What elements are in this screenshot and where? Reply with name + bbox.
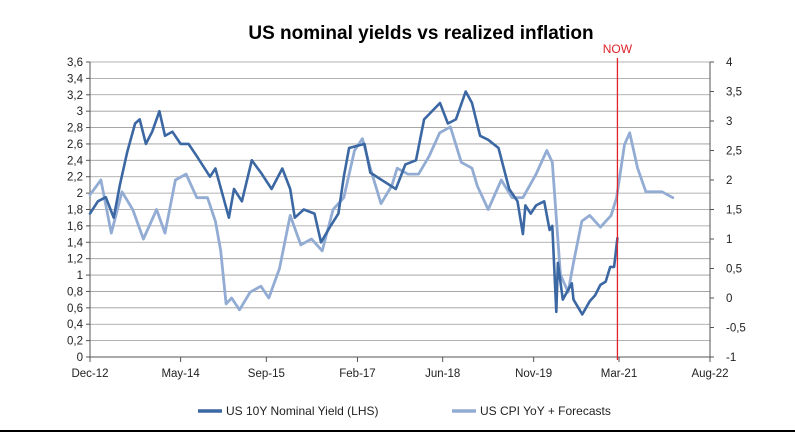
- x-tick-label: May-14: [161, 368, 200, 380]
- left-tick-label: 1: [77, 270, 83, 282]
- right-tick-label: 2: [726, 175, 732, 187]
- left-tick-label: 2,6: [67, 139, 83, 151]
- x-tick-label: Feb-17: [339, 368, 375, 380]
- left-tick-label: 0,2: [67, 336, 83, 348]
- right-tick-label: 0: [726, 293, 732, 305]
- axes: [86, 61, 714, 362]
- left-tick-label: 0: [77, 352, 83, 364]
- left-tick-label: 2,2: [67, 172, 83, 184]
- right-tick-label: 3: [726, 116, 732, 128]
- x-tick-label: Sep-15: [248, 368, 285, 380]
- right-tick-label: 1: [726, 234, 732, 246]
- right-tick-label: 2,5: [726, 146, 742, 158]
- now-marker: NOW: [603, 42, 633, 360]
- left-tick-label: 1,8: [67, 205, 83, 217]
- bottom-rule: [0, 430, 795, 432]
- left-tick-label: 2,8: [67, 123, 83, 135]
- left-tick-label: 3: [77, 106, 83, 118]
- x-tick-label: Mar-21: [601, 368, 637, 380]
- left-tick-label: 3,4: [67, 73, 84, 85]
- right-tick-label: 3,5: [726, 87, 742, 99]
- right-tick-label: -1: [726, 352, 736, 364]
- gridlines: [90, 61, 710, 342]
- tick-labels: 0 0,2 0,4 0,6 0,8 1 1,2 1,4 1,6 1,8 2 2,2 2,4 2,6 2,8 3…: [67, 57, 746, 380]
- left-tick-label: 2,4: [67, 155, 84, 167]
- x-tick-label: Dec-12: [71, 368, 108, 380]
- left-tick-label: 0,4: [67, 319, 84, 331]
- left-tick-label: 0,6: [67, 303, 83, 315]
- right-tick-label: 0,5: [726, 264, 742, 276]
- series-lines: [88, 90, 675, 316]
- left-tick-label: 2: [77, 188, 83, 200]
- left-tick-label: 3,2: [67, 90, 83, 102]
- right-tick-label: 1,5: [726, 205, 742, 217]
- legend-label-cpi: US CPI YoY + Forecasts: [480, 404, 611, 418]
- right-tick-label: 4: [726, 57, 733, 69]
- chart-title: US nominal yields vs realized inflation: [248, 23, 593, 44]
- legend: US 10Y Nominal Yield (LHS) US CPI YoY + …: [198, 404, 611, 418]
- series-line-yield: [88, 90, 619, 316]
- x-tick-label: Nov-19: [515, 368, 552, 380]
- x-tick-label: Aug-22: [691, 368, 728, 380]
- left-tick-label: 1,6: [67, 221, 83, 233]
- left-tick-label: 0,8: [67, 286, 83, 298]
- series-line-cpi: [88, 125, 675, 312]
- left-tick-label: 3,6: [67, 57, 83, 69]
- left-tick-label: 1,2: [67, 254, 83, 266]
- x-tick-label: Jun-18: [425, 368, 460, 380]
- legend-label-yield: US 10Y Nominal Yield (LHS): [226, 404, 379, 418]
- left-tick-label: 1,4: [67, 237, 84, 249]
- now-label: NOW: [603, 42, 633, 56]
- right-tick-label: -0,5: [726, 323, 746, 335]
